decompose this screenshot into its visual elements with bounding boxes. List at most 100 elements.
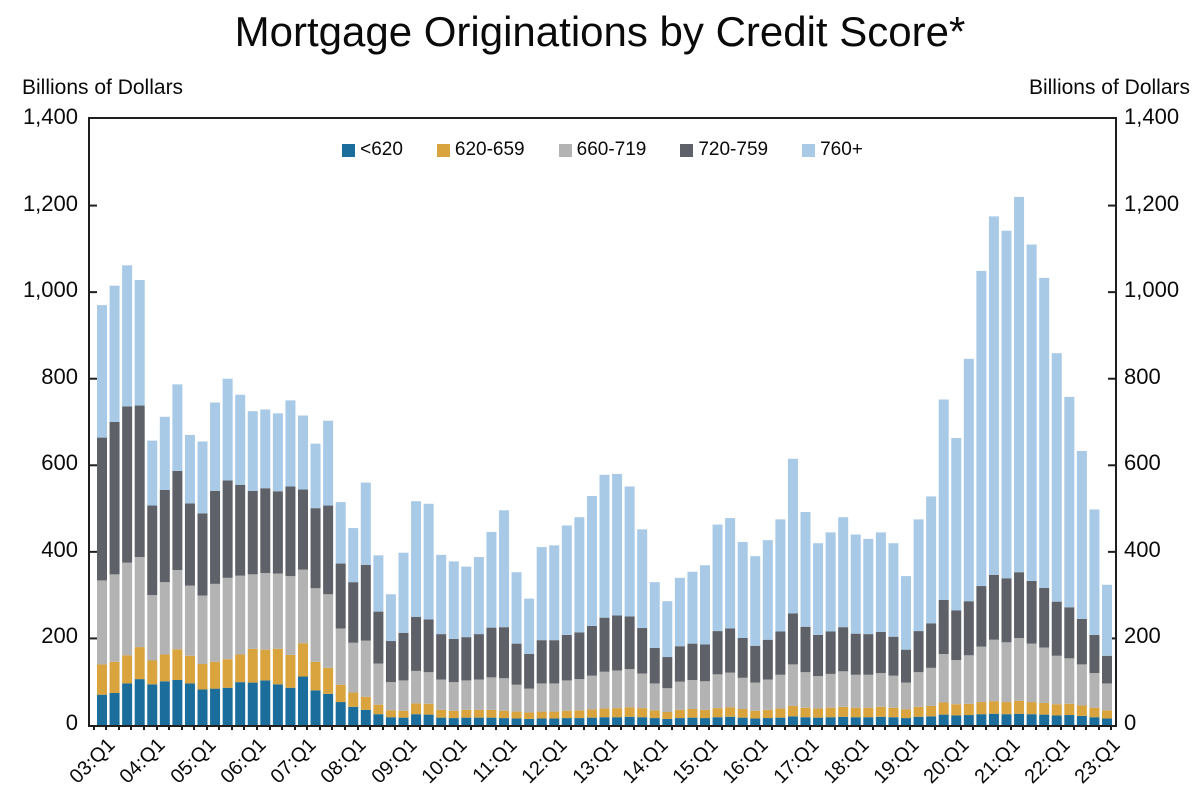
bar-segment	[813, 543, 824, 635]
bar-segment	[875, 532, 886, 632]
bar-22:Q2	[1064, 396, 1075, 725]
bar-segment	[938, 654, 949, 703]
bar-10:Q1	[448, 561, 459, 725]
bar-segment	[1039, 277, 1050, 588]
bar-segment	[612, 473, 623, 616]
bar-segment	[662, 712, 673, 719]
bar-segment	[875, 706, 886, 717]
bar-segment	[1026, 643, 1037, 703]
bar-segment	[536, 683, 547, 712]
bar-segment	[687, 708, 698, 718]
bar-segment	[813, 708, 824, 718]
bar-segment	[210, 583, 221, 662]
bar-segment	[486, 627, 497, 678]
bar-segment	[172, 679, 183, 725]
bar-18:Q3	[875, 532, 886, 725]
bar-segment	[172, 570, 183, 650]
bar-segment	[348, 706, 359, 725]
bar-segment	[1102, 683, 1112, 711]
bar-segment	[875, 716, 886, 725]
bar-segment	[1014, 638, 1025, 701]
bar-segment	[298, 489, 308, 570]
bar-segment	[134, 405, 145, 558]
bar-segment	[725, 518, 736, 629]
bar-segment	[988, 701, 999, 714]
bar-segment	[561, 710, 572, 719]
bar-segment	[147, 440, 158, 506]
bar-segment	[750, 710, 761, 719]
bar-09:Q4	[436, 554, 447, 725]
bar-segment	[913, 519, 924, 632]
bar-segment	[499, 627, 509, 679]
y-tick-label-right: 1,400	[1124, 104, 1180, 129]
bar-segment	[599, 717, 610, 725]
bar-10:Q4	[486, 531, 497, 725]
bar-segment	[348, 642, 359, 693]
bar-segment	[624, 669, 635, 708]
bar-segment	[800, 626, 811, 673]
bar-segment	[787, 716, 798, 725]
bar-segment	[599, 474, 610, 618]
bar-16:Q2	[762, 540, 773, 725]
bar-segment	[637, 673, 648, 709]
bar-segment	[499, 678, 509, 711]
legend-label: 720-759	[698, 139, 769, 160]
bar-segment	[901, 709, 911, 719]
bar-segment	[1039, 587, 1050, 648]
bar-segment	[787, 458, 798, 614]
bar-segment	[988, 713, 999, 725]
bar-segment	[951, 660, 962, 705]
bar-segment	[473, 679, 484, 710]
bar-segment	[700, 718, 710, 725]
bar-segment	[524, 712, 535, 719]
bar-segment	[411, 616, 422, 671]
bar-17:Q1	[800, 512, 811, 725]
bar-segment	[649, 582, 660, 648]
bar-segment	[385, 594, 396, 642]
x-tick-mark	[381, 725, 384, 730]
bar-segment	[97, 305, 107, 438]
bar-segment	[511, 718, 522, 725]
x-tick-mark	[482, 725, 485, 730]
y-tick-label-right: 0	[1124, 710, 1137, 735]
x-tick-mark	[833, 725, 836, 730]
bar-segment	[524, 718, 535, 725]
bar-segment	[260, 488, 271, 574]
x-tick-mark	[946, 725, 949, 730]
bar-segment	[1026, 702, 1037, 715]
bar-07:Q1	[298, 415, 308, 725]
bar-segment	[448, 718, 459, 725]
bar-segment	[951, 704, 962, 716]
bar-segment	[988, 639, 999, 702]
bar-segment	[863, 538, 874, 635]
bar-segment	[1089, 509, 1100, 635]
bar-segment	[863, 634, 874, 675]
bar-segment	[549, 640, 560, 684]
bar-segment	[800, 672, 811, 708]
bar-segment	[976, 586, 987, 647]
bar-segment	[385, 682, 396, 711]
legend-swatch-icon	[558, 143, 572, 157]
x-tick-mark	[896, 725, 899, 730]
bar-segment	[574, 718, 585, 725]
bar-segment	[360, 640, 371, 697]
bar-segment	[1014, 196, 1025, 573]
bar-segment	[586, 625, 597, 676]
bar-segment	[461, 709, 472, 718]
bar-segment	[549, 545, 560, 641]
bar-segment	[360, 709, 371, 725]
bar-segment	[184, 655, 195, 684]
bar-segment	[561, 680, 572, 711]
bar-segment	[586, 717, 597, 725]
x-tick-mark	[595, 725, 598, 730]
bar-16:Q1	[750, 556, 761, 725]
bar-22:Q3	[1076, 451, 1087, 725]
x-tick-mark	[343, 725, 346, 730]
bar-segment	[787, 705, 798, 717]
bar-segment	[423, 703, 434, 715]
bar-08:Q4	[385, 594, 396, 725]
x-tick-mark	[1110, 725, 1113, 730]
bar-segment	[649, 683, 660, 711]
bar-segment	[511, 684, 522, 712]
bar-segment	[926, 716, 937, 725]
